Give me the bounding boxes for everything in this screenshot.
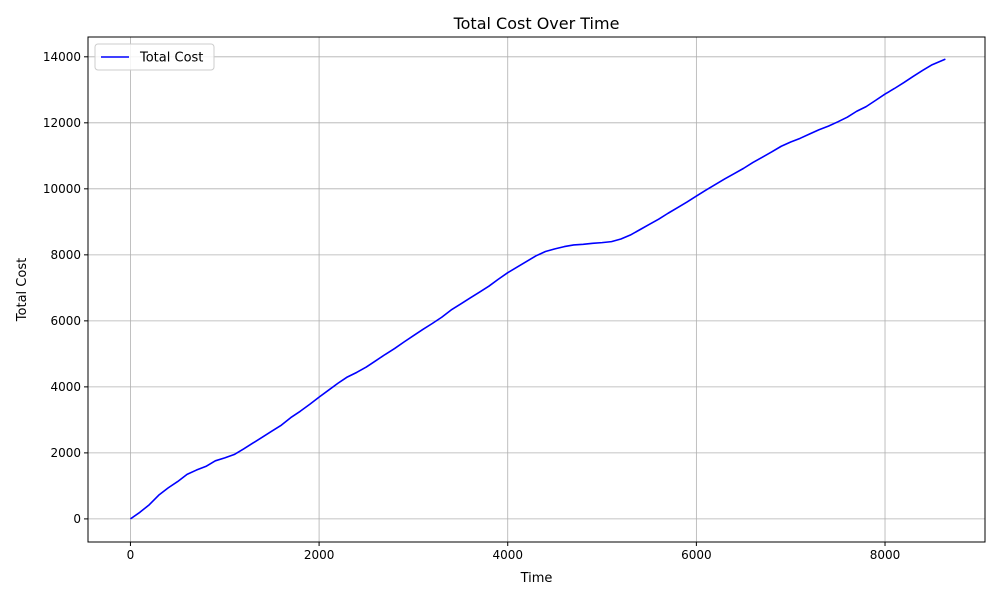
series-line-total-cost bbox=[129, 58, 946, 520]
x-axis-label: Time bbox=[520, 571, 553, 586]
y-tick-label: 14000 bbox=[43, 50, 81, 64]
legend: Total Cost bbox=[94, 43, 215, 71]
grid-layer bbox=[88, 37, 985, 542]
y-axis-label: Total Cost bbox=[15, 258, 30, 322]
plot-frame bbox=[87, 36, 986, 543]
y-tick-label: 2000 bbox=[50, 446, 81, 460]
legend-label: Total Cost bbox=[139, 51, 203, 66]
y-tick-label: 6000 bbox=[50, 314, 81, 328]
series-layer bbox=[129, 58, 946, 520]
x-tick-label: 8000 bbox=[870, 548, 901, 562]
y-tick-label: 8000 bbox=[50, 248, 81, 262]
x-axis-ticks: 0 2000 4000 6000 8000 bbox=[127, 542, 901, 562]
y-tick-label: 4000 bbox=[50, 380, 81, 394]
x-tick-label: 4000 bbox=[492, 548, 523, 562]
y-axis-ticks: 0 2000 4000 6000 8000 10000 12000 14000 bbox=[43, 50, 88, 526]
legend-box bbox=[94, 43, 215, 71]
x-tick-label: 6000 bbox=[681, 548, 712, 562]
x-tick-label: 0 bbox=[127, 548, 135, 562]
y-tick-label: 10000 bbox=[43, 182, 81, 196]
y-tick-label: 0 bbox=[73, 512, 81, 526]
chart-title: Total Cost Over Time bbox=[453, 14, 620, 33]
y-tick-label: 12000 bbox=[43, 116, 81, 130]
x-tick-label: 2000 bbox=[304, 548, 335, 562]
